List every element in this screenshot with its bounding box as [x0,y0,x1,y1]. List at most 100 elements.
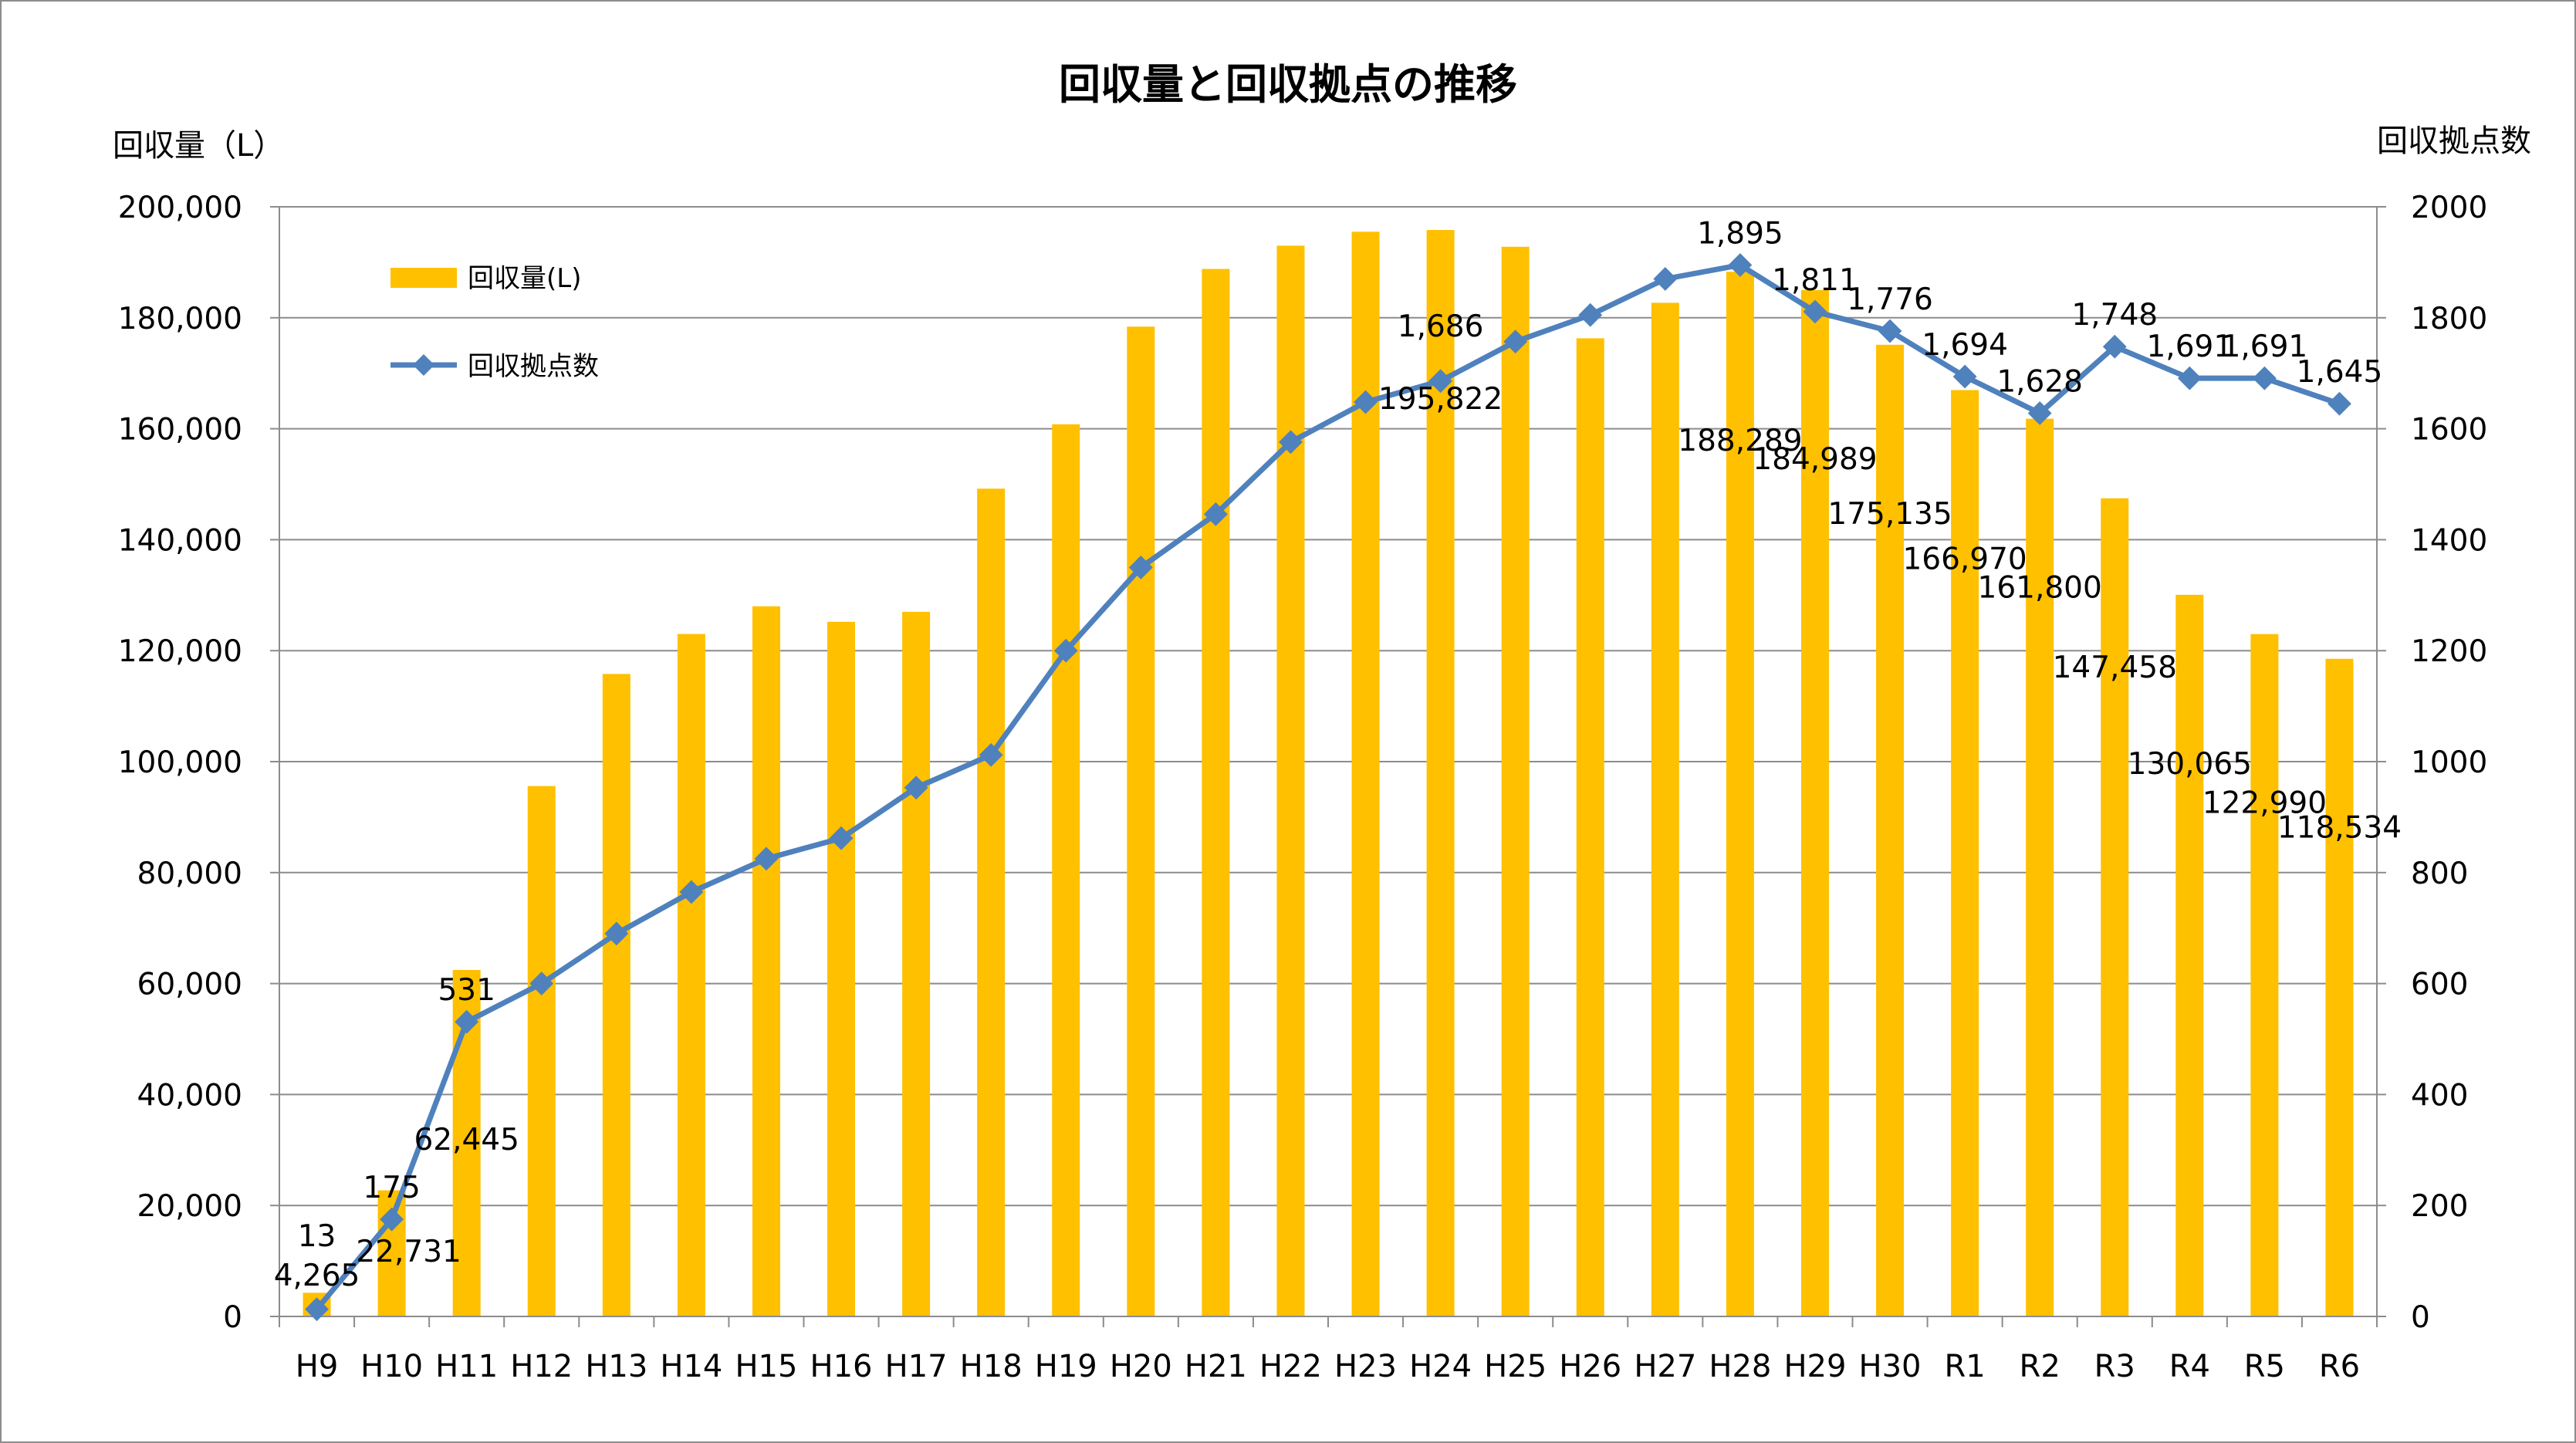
line-marker [754,847,779,871]
bar-value-label: 130,065 [2128,747,2252,782]
x-tick-label: H20 [1110,1349,1172,1384]
left-axis-title: 回収量（L） [113,128,284,164]
x-tick-label: R1 [1944,1349,1985,1384]
bar [602,674,630,1316]
left-tick-label: 100,000 [118,745,242,780]
bar [752,606,780,1316]
bar-value-label: 62,445 [414,1123,519,1157]
x-tick-label: H18 [960,1349,1023,1384]
x-tick-label: H25 [1484,1349,1547,1384]
left-tick-label: 200,000 [118,191,242,225]
line-value-label: 1,748 [2071,298,2158,333]
bar [2250,634,2279,1316]
line-value-label: 175 [363,1171,420,1205]
bar-value-label: 175,135 [1827,497,1952,532]
line-marker [829,826,854,850]
right-tick-label: 400 [2411,1078,2468,1113]
x-tick-label: H29 [1783,1349,1846,1384]
series-line [314,262,2341,1311]
bar-series [303,230,2354,1317]
left-tick-label: 20,000 [137,1189,242,1224]
right-tick-label: 200 [2411,1189,2468,1224]
bar-value-label: 195,822 [1378,382,1503,417]
bar-value-label: 118,534 [2277,811,2402,846]
line-marker [1503,329,1528,354]
line-marker [979,742,1003,767]
right-tick-label: 2000 [2411,191,2487,225]
x-tick-label: R3 [2094,1349,2135,1384]
right-tick-label: 1600 [2411,413,2487,448]
x-tick-label: H12 [510,1349,573,1384]
right-tick-label: 1200 [2411,634,2487,669]
line-marker [1878,319,1902,343]
x-tick-label: H10 [360,1349,423,1384]
line-marker [1279,430,1303,455]
line-marker [2027,401,2052,425]
x-tick-label: H27 [1634,1349,1696,1384]
line-marker [380,1207,404,1232]
x-tick-label: H26 [1559,1349,1621,1384]
right-tick-label: 800 [2411,857,2468,891]
x-tick-label: H23 [1334,1349,1397,1384]
bar [2175,594,2204,1316]
bar [977,488,1006,1317]
bar-value-label: 122,990 [2202,786,2327,821]
bar [1651,302,1679,1317]
line-value-label: 1,628 [1996,364,2083,399]
x-tick-label: H30 [1859,1349,1922,1384]
line-value-label: 1,691 [2146,329,2233,364]
line-marker [1128,555,1153,580]
legend: 回収量(L) 回収拠点数 [390,263,599,382]
line-value-label: 531 [438,973,495,1008]
line-marker [2177,366,2202,390]
line-marker [1578,302,1603,327]
line-marker [2102,334,2127,359]
bar [2101,498,2129,1316]
x-tick-label: H14 [660,1349,722,1384]
right-tick-label: 1000 [2411,745,2487,780]
left-tick-label: 140,000 [118,523,242,558]
x-tick-label: H15 [735,1349,797,1384]
right-tick-label: 1800 [2411,302,2487,336]
x-tick-label: H17 [885,1349,948,1384]
bar [677,634,705,1316]
x-tick-label: R5 [2244,1349,2285,1384]
bar-value-label: 184,989 [1753,442,1877,477]
line-marker [679,880,704,904]
line-marker [1053,638,1078,663]
x-tick-label: H16 [810,1349,873,1384]
line-marker [455,1009,479,1034]
bar [1951,390,1979,1316]
line-series [305,253,2351,1322]
bar [1426,230,1455,1317]
line-marker [1354,390,1378,414]
line-value-label: 1,776 [1847,282,1933,317]
x-tick-label: H9 [296,1349,339,1384]
bar [1276,245,1305,1317]
bar [1576,338,1604,1316]
axes: 0 20,000 40,000 60,000 80,000 100,000 120,000 1… [118,191,2488,1384]
bar [1800,289,1829,1316]
legend-bar-label: 回収量(L) [468,263,581,294]
bar [1052,424,1080,1316]
right-tick-label: 600 [2411,968,2468,1002]
x-tick-label: H28 [1709,1349,1771,1384]
bar [1202,269,1230,1316]
line-value-label: 1,694 [1922,328,2008,363]
x-tick-label: H21 [1185,1349,1247,1384]
bar [902,611,931,1316]
line-marker [1203,502,1228,526]
bar-value-label: 4,265 [274,1259,360,1293]
line-value-label: 1,691 [2222,329,2308,364]
line-marker [305,1297,329,1322]
line-marker [904,776,928,800]
line-marker [2252,366,2277,390]
bar [1876,344,1905,1317]
line-marker [1428,369,1453,394]
line-marker [1952,364,1977,389]
line-value-label: 13 [298,1219,336,1254]
left-tick-label: 80,000 [137,857,242,891]
line-value-label: 1,811 [1772,263,1858,298]
